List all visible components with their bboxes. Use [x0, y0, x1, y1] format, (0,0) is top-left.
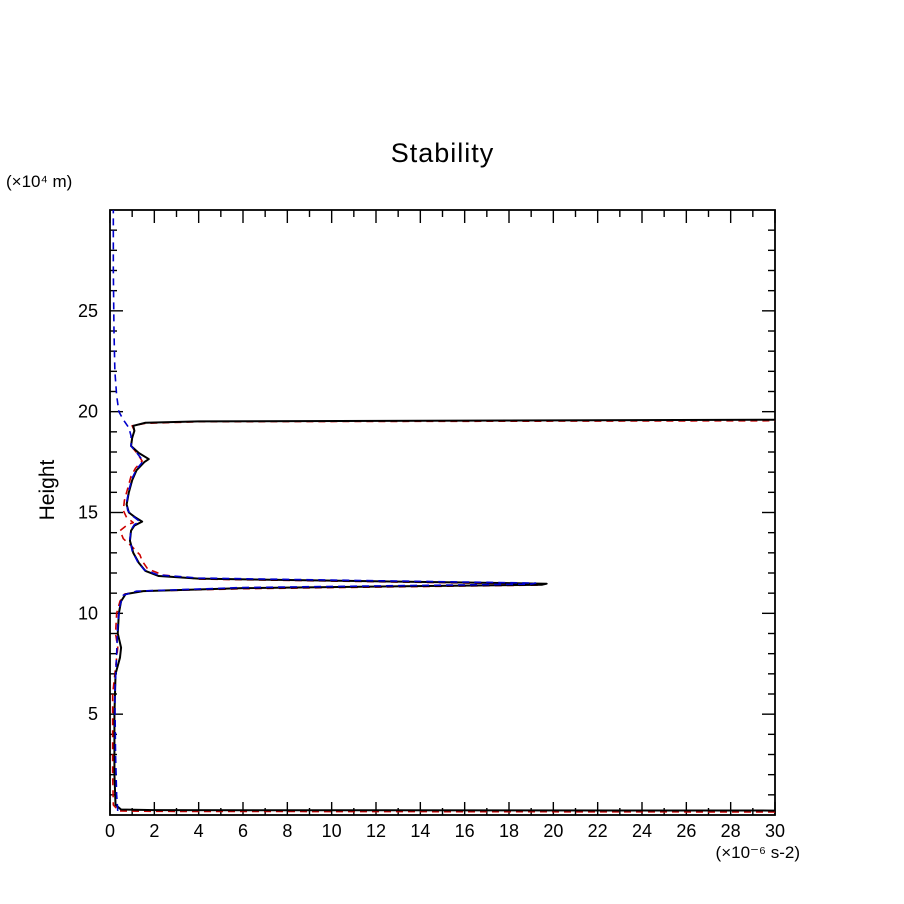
- x-tick-label: 10: [322, 821, 342, 841]
- x-tick-label: 12: [366, 821, 386, 841]
- x-axis-unit-label: (×10⁻⁶ s-2): [715, 843, 800, 862]
- profile-red-dashed-line: [111, 419, 775, 813]
- x-tick-label: 26: [676, 821, 696, 841]
- x-tick-label: 2: [149, 821, 159, 841]
- y-tick-label: 20: [78, 402, 98, 422]
- profile-blue-dashed-line: [112, 210, 537, 812]
- plot-frame: [109, 209, 776, 816]
- chart-title: Stability: [390, 138, 495, 168]
- x-tick-label: 20: [543, 821, 563, 841]
- x-tick-label: 24: [632, 821, 652, 841]
- axis-ticks: [109, 210, 776, 815]
- x-tick-label: 18: [499, 821, 519, 841]
- x-tick-label: 8: [282, 821, 292, 841]
- y-axis-unit-label: (×10⁴ m): [6, 172, 73, 191]
- y-tick-label: 25: [78, 301, 98, 321]
- x-tick-label: 30: [765, 821, 785, 841]
- series-group: [111, 210, 775, 813]
- y-tick-label: 5: [88, 704, 98, 724]
- y-tick-label: 10: [78, 603, 98, 623]
- x-tick-label: 14: [410, 821, 430, 841]
- x-tick-label: 22: [588, 821, 608, 841]
- y-tick-label: 15: [78, 503, 98, 523]
- x-tick-label: 4: [194, 821, 204, 841]
- x-tick-label: 16: [455, 821, 475, 841]
- profile-black-solid-line: [113, 418, 775, 812]
- x-tick-label: 6: [238, 821, 248, 841]
- x-tick-label: 28: [721, 821, 741, 841]
- x-tick-label: 0: [105, 821, 115, 841]
